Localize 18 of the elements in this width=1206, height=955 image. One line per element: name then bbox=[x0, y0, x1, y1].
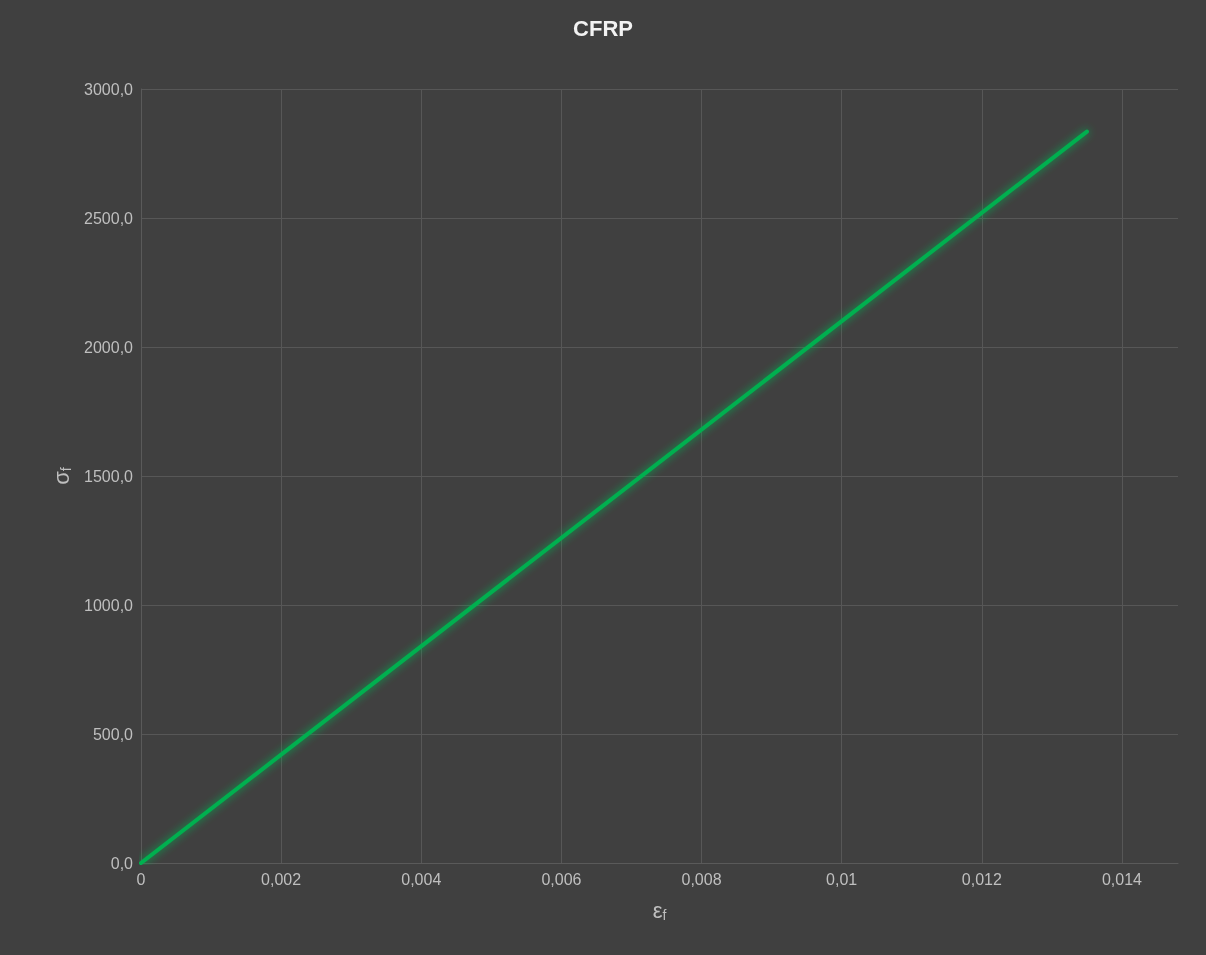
y-tick-label: 3000,0 bbox=[84, 80, 134, 98]
x-tick-label: 0,008 bbox=[681, 870, 722, 888]
x-tick-label: 0,002 bbox=[261, 870, 302, 888]
y-tick-label: 1000,0 bbox=[84, 596, 134, 614]
x-tick-label: 0,01 bbox=[826, 870, 858, 888]
y-tick-label: 0,0 bbox=[110, 854, 134, 872]
x-tick-label: 0,006 bbox=[541, 870, 582, 888]
x-tick-label: 0,004 bbox=[401, 870, 442, 888]
y-tick-label: 2500,0 bbox=[84, 209, 134, 227]
x-tick-label: 0,012 bbox=[961, 870, 1002, 888]
x-tick-label: 0 bbox=[136, 870, 146, 888]
y-tick-label: 500,0 bbox=[92, 725, 134, 743]
y-tick-label: 1500,0 bbox=[84, 467, 134, 485]
y-axis-title: σf bbox=[48, 467, 75, 485]
y-tick-label: 2000,0 bbox=[84, 338, 134, 356]
chart-title: CFRP bbox=[573, 15, 633, 41]
x-axis-title: εf bbox=[652, 897, 667, 923]
x-tick-label: 0,014 bbox=[1101, 870, 1143, 888]
